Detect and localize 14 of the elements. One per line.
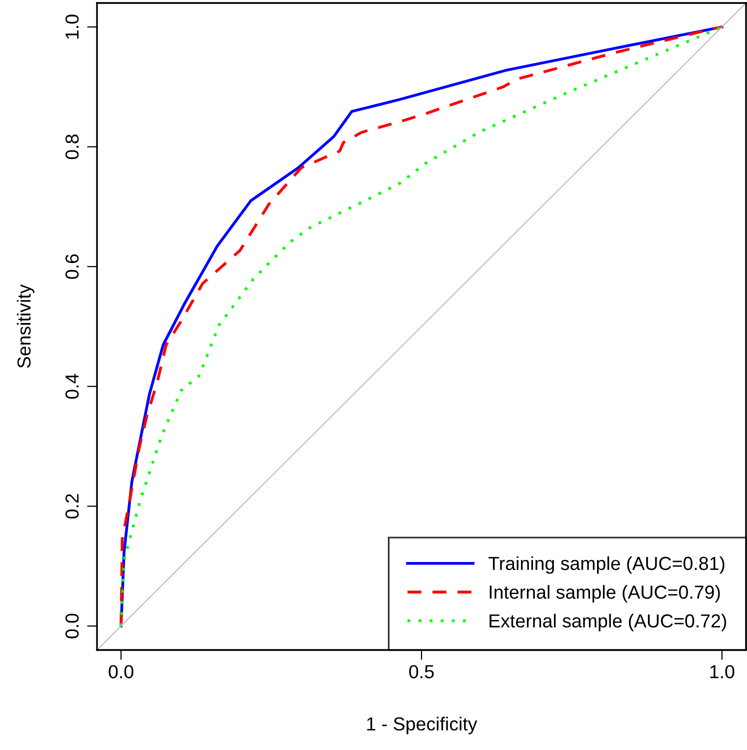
y-axis-title: Sensitivity	[16, 284, 34, 368]
legend-label: External sample (AUC=0.72)	[490, 614, 726, 632]
legend-label: Training sample (AUC=0.81)	[488, 556, 724, 574]
y-tick-label: 0.4	[65, 374, 79, 399]
x-axis-title: 1 - Specificity	[367, 716, 478, 734]
legend-label: Internal sample (AUC=0.79)	[490, 585, 720, 603]
x-tick-label: 1.0	[710, 665, 734, 678]
y-tick-label: 0.8	[65, 134, 79, 160]
x-tick-label: 0.5	[409, 665, 434, 678]
y-tick-label: 0.0	[65, 614, 79, 638]
x-tick-label: 0.0	[108, 665, 134, 678]
y-tick-label: 0.2	[65, 494, 79, 519]
y-tick-label: 0.6	[65, 254, 79, 279]
y-tick-label: 1.0	[65, 14, 79, 39]
